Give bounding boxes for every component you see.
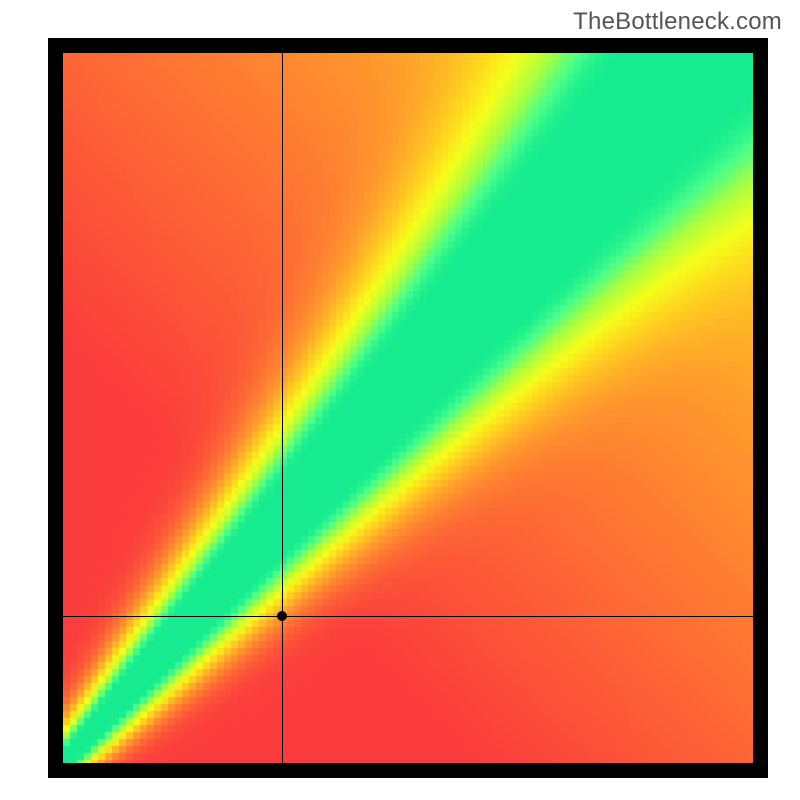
crosshair-vertical — [282, 53, 283, 763]
heatmap-canvas — [63, 53, 753, 763]
data-point-marker — [277, 611, 287, 621]
watermark-text: TheBottleneck.com — [573, 8, 782, 36]
chart-container: TheBottleneck.com — [0, 0, 800, 800]
chart-frame — [48, 38, 768, 778]
crosshair-horizontal — [63, 616, 753, 617]
